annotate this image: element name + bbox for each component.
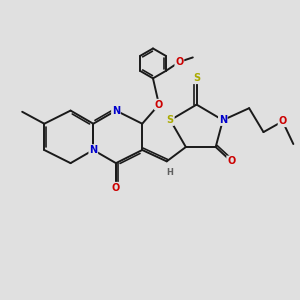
Text: S: S <box>193 73 200 83</box>
Text: O: O <box>175 57 184 67</box>
Text: N: N <box>219 115 227 125</box>
Text: N: N <box>89 145 97 155</box>
Text: O: O <box>278 116 287 126</box>
Text: H: H <box>166 168 173 177</box>
Text: O: O <box>155 100 163 110</box>
Text: S: S <box>167 115 174 125</box>
Text: O: O <box>112 183 120 193</box>
Text: N: N <box>112 106 120 116</box>
Text: O: O <box>227 156 235 166</box>
